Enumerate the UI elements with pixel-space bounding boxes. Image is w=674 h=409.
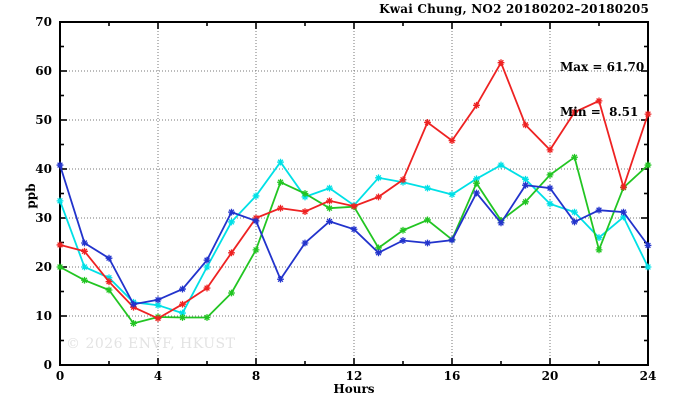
y-tick-label: 40 bbox=[35, 162, 52, 176]
y-tick-label: 60 bbox=[35, 64, 52, 78]
chart-title: Kwai Chung, NO2 20180202–20180205 bbox=[379, 2, 649, 16]
watermark: © 2026 ENVF, HKUST bbox=[66, 336, 236, 352]
y-tick-label: 70 bbox=[35, 15, 52, 29]
plot-frame bbox=[59, 21, 649, 366]
y-axis-label: ppb bbox=[24, 183, 38, 209]
y-tick-label: 10 bbox=[35, 309, 52, 323]
series-green bbox=[56, 153, 652, 327]
y-tick-label: 0 bbox=[44, 358, 52, 372]
y-tick-label: 20 bbox=[35, 260, 52, 274]
x-tick-label: 0 bbox=[56, 369, 64, 383]
series-green-markers bbox=[56, 153, 652, 327]
x-tick-label: 20 bbox=[542, 369, 559, 383]
tick-labels: 0 10 20 30 40 50 60 70 0 4 8 12 16 20 24 bbox=[35, 15, 656, 383]
x-tick-label: 4 bbox=[154, 369, 162, 383]
y-tick-label: 30 bbox=[35, 211, 52, 225]
x-tick-label: 12 bbox=[346, 369, 363, 383]
x-tick-label: 8 bbox=[252, 369, 260, 383]
x-tick-label: 24 bbox=[640, 369, 657, 383]
x-axis-label: Hours bbox=[333, 382, 375, 396]
y-tick-label: 50 bbox=[35, 113, 52, 127]
max-value-label: Max = 61.70 bbox=[560, 60, 645, 74]
stats-box: Max = 61.70 Min = 8.51 bbox=[560, 30, 644, 150]
series-blue bbox=[56, 161, 652, 308]
x-tick-label: 16 bbox=[444, 369, 461, 383]
series-cyan-markers bbox=[56, 158, 652, 317]
series-blue-markers bbox=[56, 161, 652, 308]
min-value-label: Min = 8.51 bbox=[560, 105, 639, 119]
